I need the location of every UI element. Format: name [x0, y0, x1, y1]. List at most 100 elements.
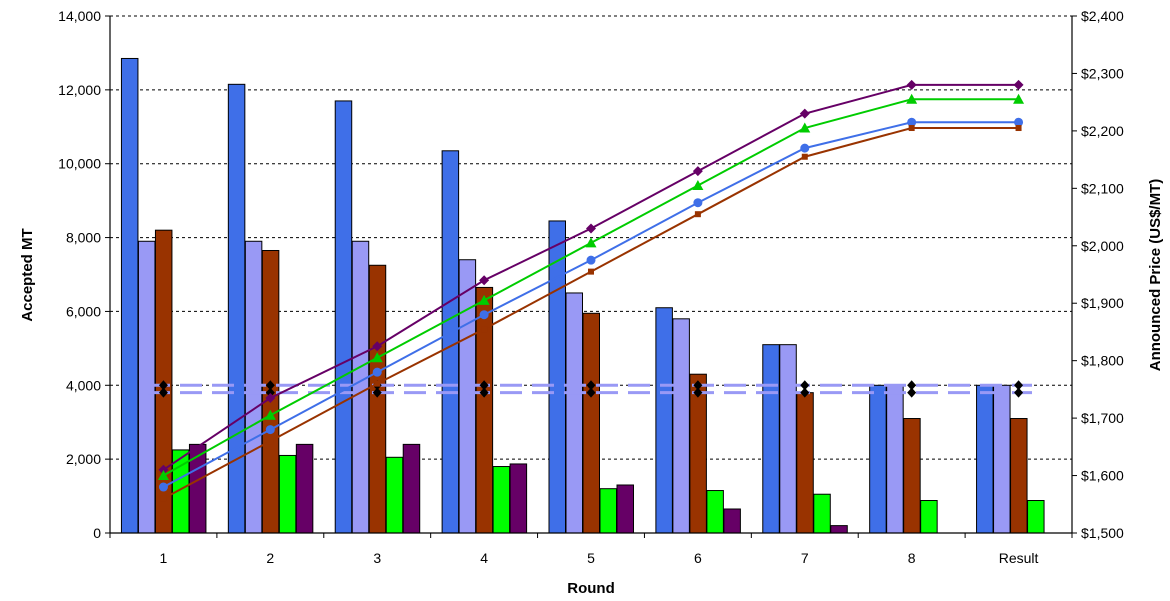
x-tick-label: 1: [160, 550, 168, 566]
y-left-tick-label: 6,000: [66, 303, 101, 319]
bar-series-d: [492, 466, 511, 534]
bar-series-a: [334, 100, 353, 534]
line-point: [906, 79, 917, 90]
reference-marker: [158, 387, 168, 398]
bar-series-a: [869, 384, 887, 534]
line-point: [588, 268, 594, 275]
tick-labels: 0 2,000 4,000 6,000 8,000 10,000 12,000 14,000 $…: [58, 8, 1124, 566]
bar-series-e: [402, 443, 421, 534]
reference-marker: [800, 380, 810, 391]
line-point: [801, 153, 808, 160]
bar-series-b: [137, 240, 156, 534]
reference-marker: [265, 380, 275, 391]
line-point: [1014, 117, 1024, 127]
bar-series-a: [441, 150, 460, 534]
y-right-tick-label: $1,600: [1081, 468, 1124, 484]
line-point: [264, 409, 276, 420]
x-tick-label: 7: [801, 550, 809, 566]
bar-series-e: [830, 525, 848, 534]
bar-series-d: [706, 490, 724, 534]
reference-marker: [907, 387, 917, 398]
axes: [105, 15, 1077, 538]
x-tick-label: 8: [908, 550, 916, 566]
reference-marker: [158, 380, 168, 391]
bar-series-a: [120, 57, 139, 534]
bar-series-d: [813, 493, 831, 534]
x-tick-label: 4: [480, 550, 488, 566]
bar-series-c: [903, 418, 921, 534]
bar-series-e: [295, 443, 314, 534]
line-point: [585, 237, 597, 248]
reference-marker: [1014, 380, 1024, 391]
bar-series-b: [886, 384, 904, 534]
line-point: [1015, 125, 1022, 132]
bar-series-c: [582, 312, 600, 534]
bar-series-c: [1010, 418, 1028, 534]
line-point: [160, 495, 167, 502]
y-right-tick-label: $2,100: [1081, 180, 1124, 196]
line-point: [693, 198, 703, 208]
line-point: [372, 341, 383, 352]
reference-marker: [1014, 387, 1024, 398]
bar-series-b: [779, 344, 797, 534]
x-tick-label: 5: [587, 550, 595, 566]
x-tick-label: 2: [266, 550, 274, 566]
bar-series-d: [599, 488, 617, 534]
x-axis-title: Round: [567, 580, 614, 597]
y-right-tick-label: $1,700: [1081, 410, 1124, 426]
bar-series-a: [762, 344, 780, 534]
reference-marker: [265, 387, 275, 398]
bar-series-d: [1027, 500, 1045, 534]
bar-series-a: [976, 384, 994, 534]
y-left-tick-label: 4,000: [66, 377, 101, 393]
y-axis-left-title: Accepted MT: [19, 228, 36, 321]
bar-series-d: [385, 456, 404, 534]
line-point: [906, 93, 918, 104]
bar-series-e: [616, 484, 634, 534]
line-point: [586, 255, 596, 265]
y-left-tick-label: 12,000: [58, 82, 101, 98]
line-point: [1013, 93, 1025, 104]
y-right-tick-label: $2,000: [1081, 238, 1124, 254]
line-point: [265, 425, 275, 435]
y-axis-right-title: Announced Price (US$/MT): [1147, 179, 1164, 372]
x-tick-label: Result: [999, 550, 1039, 566]
bar-series-a: [227, 83, 246, 534]
y-right-tick-label: $1,800: [1081, 353, 1124, 369]
y-right-tick-label: $2,400: [1081, 8, 1124, 24]
line-point: [586, 223, 596, 234]
bar-series-c: [689, 373, 707, 534]
bar-series-b: [565, 292, 583, 534]
line-point: [372, 367, 382, 377]
reference-marker: [693, 387, 703, 398]
bar-series-b: [458, 259, 477, 534]
bar-series-d: [278, 454, 297, 534]
line-point: [694, 211, 701, 218]
line-point: [1013, 79, 1024, 90]
line-point: [157, 470, 169, 481]
bar-series-a: [655, 307, 673, 534]
bar-series-e: [723, 508, 741, 534]
bar-series-c: [796, 392, 814, 534]
line-point: [907, 117, 917, 127]
y-right-tick-label: $2,200: [1081, 123, 1124, 139]
line-point: [799, 122, 811, 133]
bar-series-e: [509, 463, 528, 534]
reference-marker: [479, 387, 489, 398]
bar-series-e: [188, 443, 207, 534]
reference-marker: [907, 380, 917, 391]
reference-marker: [479, 380, 489, 391]
reference-marker: [693, 380, 703, 391]
line-point: [478, 294, 490, 305]
line-point: [799, 108, 810, 119]
price-lines: [157, 79, 1025, 502]
bar-series-d: [920, 500, 938, 534]
reference-marker: [586, 380, 596, 391]
reference-marker: [586, 387, 596, 398]
line-point: [374, 380, 381, 387]
line-point: [158, 464, 169, 475]
y-right-tick-label: $1,900: [1081, 295, 1124, 311]
reference-marker: [372, 387, 382, 398]
line-point: [371, 352, 383, 363]
